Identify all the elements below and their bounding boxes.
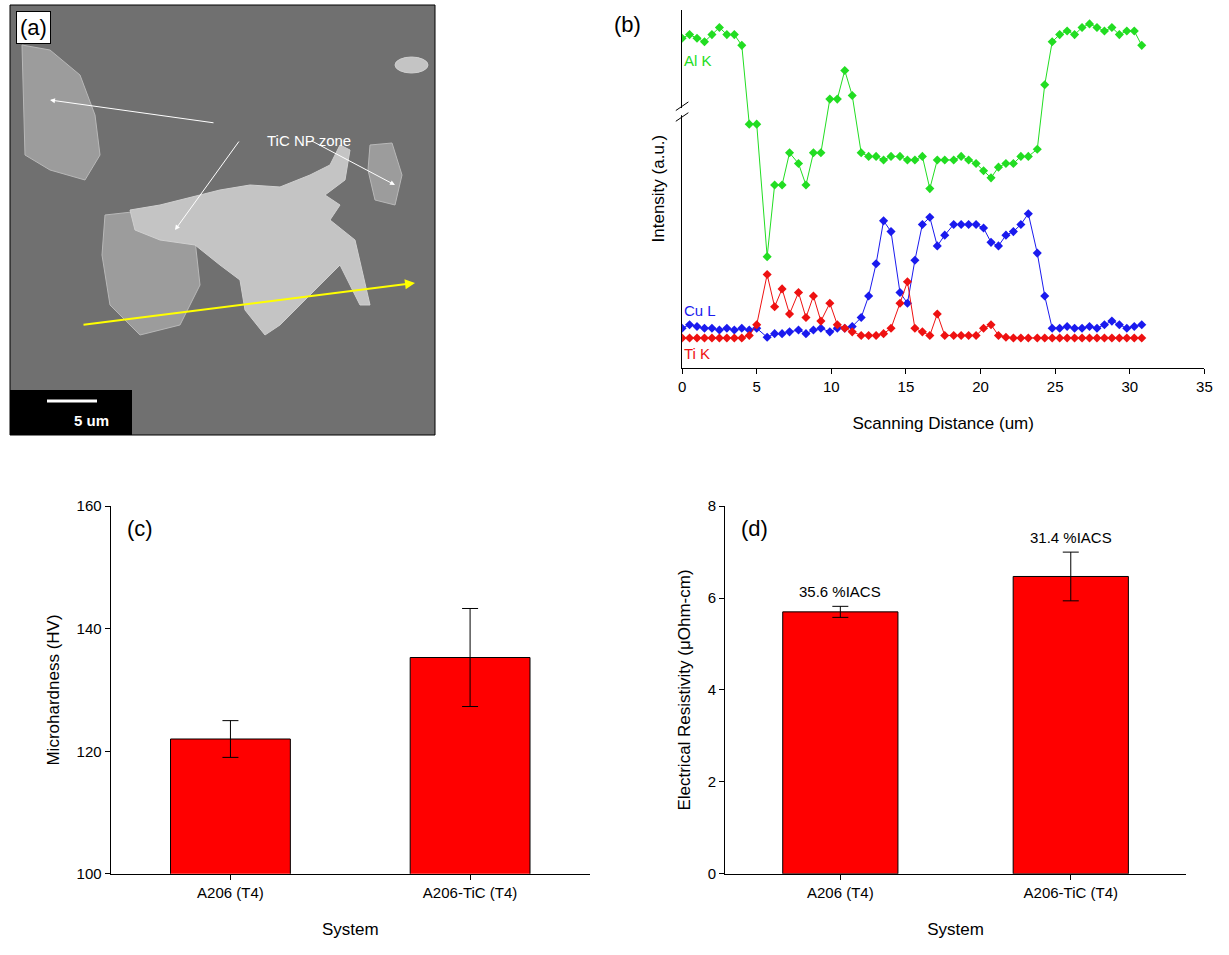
svg-text:31.4 %IACS: 31.4 %IACS: [1030, 529, 1112, 546]
svg-text:160: 160: [77, 497, 102, 514]
svg-text:A206 (T4): A206 (T4): [197, 884, 264, 901]
svg-text:Al K: Al K: [684, 52, 712, 69]
svg-text:Electrical Resistivity (μOhm-c: Electrical Resistivity (μOhm-cm): [675, 569, 694, 810]
svg-text:20: 20: [972, 378, 989, 395]
svg-text:140: 140: [77, 620, 102, 637]
svg-text:TiC NP zone: TiC NP zone: [267, 132, 351, 149]
svg-text:2: 2: [708, 773, 716, 790]
svg-text:0: 0: [678, 378, 686, 395]
svg-text:System: System: [927, 920, 984, 939]
svg-text:4: 4: [708, 681, 716, 698]
svg-text:35: 35: [1196, 378, 1213, 395]
svg-text:0: 0: [708, 865, 716, 882]
svg-text:(b): (b): [614, 12, 641, 37]
svg-text:Cu L: Cu L: [684, 302, 716, 319]
svg-text:(a): (a): [20, 15, 47, 40]
svg-text:Microhardness (HV): Microhardness (HV): [44, 614, 63, 765]
svg-text:(d): (d): [741, 516, 768, 541]
svg-text:Scanning Distance (um): Scanning Distance (um): [853, 414, 1034, 433]
svg-text:A206-TiC (T4): A206-TiC (T4): [423, 884, 517, 901]
svg-text:Ti K: Ti K: [684, 345, 710, 362]
svg-text:30: 30: [1121, 378, 1138, 395]
svg-text:6: 6: [708, 589, 716, 606]
svg-text:Intensity (a.u.): Intensity (a.u.): [649, 135, 668, 243]
svg-text:A206 (T4): A206 (T4): [807, 884, 874, 901]
svg-text:5: 5: [753, 378, 761, 395]
svg-text:5 um: 5 um: [74, 412, 109, 429]
svg-text:25: 25: [1047, 378, 1064, 395]
svg-text:120: 120: [77, 743, 102, 760]
svg-text:15: 15: [898, 378, 915, 395]
svg-text:100: 100: [77, 865, 102, 882]
svg-text:System: System: [322, 920, 379, 939]
svg-text:A206-TiC (T4): A206-TiC (T4): [1024, 884, 1118, 901]
svg-text:8: 8: [708, 497, 716, 514]
svg-text:10: 10: [823, 378, 840, 395]
svg-text:(c): (c): [127, 516, 153, 541]
svg-text:35.6 %IACS: 35.6 %IACS: [799, 583, 881, 600]
